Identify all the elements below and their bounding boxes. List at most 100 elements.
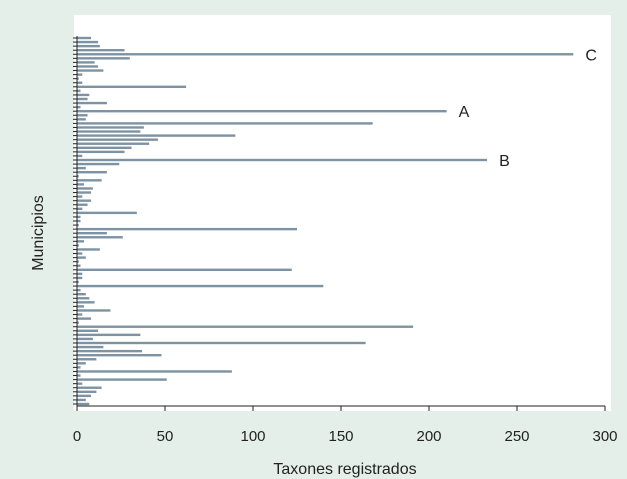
bar: [77, 85, 187, 88]
bar: [77, 122, 373, 125]
bar: [77, 341, 366, 345]
bar: [77, 57, 130, 60]
bar: [77, 386, 102, 389]
bar: [77, 305, 85, 308]
bar: [77, 65, 99, 68]
bar: [77, 337, 93, 341]
bar: [77, 118, 86, 121]
bar: [77, 93, 90, 97]
bar: [77, 345, 104, 349]
bar: [77, 101, 107, 105]
bar: [77, 150, 125, 154]
bar: [77, 349, 143, 353]
bar: [77, 272, 83, 276]
bar: [77, 325, 414, 328]
bar: [77, 219, 81, 223]
bar: [77, 236, 123, 239]
bar: [77, 40, 99, 44]
bar: [77, 268, 292, 271]
bar: [77, 162, 120, 166]
bar: [77, 97, 88, 101]
bar: [77, 211, 137, 215]
bar: [77, 142, 150, 145]
bar: [77, 309, 111, 312]
bar: [77, 61, 95, 64]
bar: [77, 362, 86, 365]
bar: [77, 354, 162, 357]
bar: [77, 260, 79, 263]
bar: [77, 293, 86, 296]
x-tick-label: 50: [157, 428, 174, 445]
x-tick-label: 100: [240, 428, 265, 445]
bar: [77, 313, 83, 316]
bar: [77, 207, 83, 210]
bar: [77, 284, 324, 288]
bar: [77, 223, 79, 227]
bar: [77, 114, 88, 117]
bar: [77, 105, 81, 109]
x-ticks-group: 0 50 100 150 200 250 300: [73, 406, 618, 445]
bar: [77, 297, 90, 300]
bar: [77, 398, 86, 402]
bar: [77, 138, 158, 141]
bar: [77, 232, 107, 235]
bar: [77, 280, 79, 284]
annotation-label: C: [585, 47, 597, 64]
bar: [77, 227, 297, 231]
x-tick-label: 200: [416, 428, 441, 445]
bar: [77, 390, 97, 393]
bar: [77, 264, 81, 267]
x-axis-title: Taxones registrados: [273, 461, 416, 478]
bar: [77, 195, 83, 198]
bar: [77, 81, 83, 84]
bar: [77, 110, 447, 113]
bar: [77, 378, 167, 381]
bar: [77, 215, 81, 219]
bar: [77, 191, 92, 194]
bar: [77, 166, 86, 170]
bar: [77, 134, 236, 137]
x-tick-label: 250: [504, 428, 529, 445]
bar: [77, 333, 141, 337]
bar: [77, 49, 125, 52]
bar: [77, 171, 107, 174]
bar: [77, 394, 92, 398]
bar: [77, 73, 83, 76]
bar: [77, 321, 79, 324]
bar: [77, 244, 79, 247]
plot-area: [74, 15, 611, 411]
bar: [77, 317, 92, 320]
x-tick-label: 300: [592, 428, 617, 445]
bar: [77, 248, 100, 251]
bar: [77, 146, 132, 149]
bar: [77, 158, 488, 162]
bar: [77, 36, 92, 40]
bar: [77, 256, 86, 259]
bar: [77, 203, 88, 206]
bar: [77, 126, 144, 129]
bar: [77, 382, 83, 385]
y-ticks-group: [73, 37, 77, 405]
bar: [77, 77, 79, 80]
bar: [77, 154, 83, 158]
bar: [77, 366, 81, 369]
bar: [77, 183, 85, 186]
bar: [77, 402, 90, 406]
annotation-label: B: [499, 153, 510, 170]
bar: [77, 179, 102, 182]
bar: [77, 252, 83, 255]
bar: [77, 89, 81, 93]
bar: [77, 69, 104, 72]
bar: [77, 187, 93, 190]
bar: [77, 329, 99, 332]
bar: [77, 175, 79, 178]
bar: [77, 370, 232, 373]
bar: [77, 44, 100, 48]
bar: [77, 130, 141, 133]
x-tick-label: 150: [328, 428, 353, 445]
bars-group: [77, 36, 574, 406]
bar: [77, 276, 83, 280]
annotation-label: A: [459, 104, 470, 121]
bar: [77, 288, 81, 292]
